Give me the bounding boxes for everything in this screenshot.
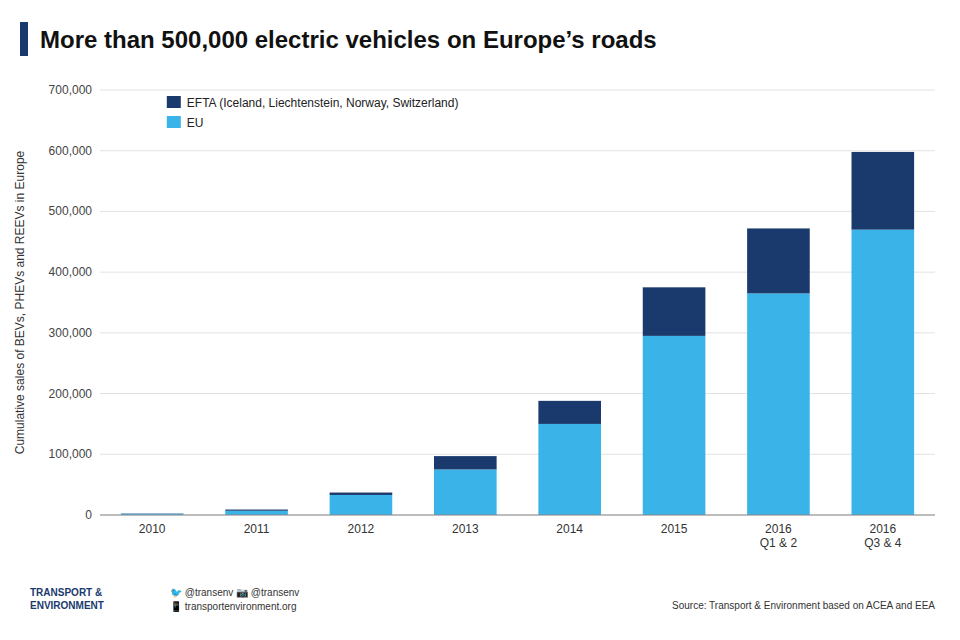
- x-tick-label: 2016Q1 & 2: [760, 522, 798, 550]
- y-tick-label: 300,000: [49, 326, 93, 340]
- annotation: 🐦 @transenv 📷 @transenv📱 transportenviro…: [170, 587, 299, 613]
- x-tick-label: 2013: [452, 522, 479, 536]
- bar: [434, 469, 497, 515]
- bar: [121, 513, 184, 514]
- bar: [852, 152, 915, 230]
- bar: [225, 510, 288, 511]
- y-tick-label: 0: [85, 508, 92, 522]
- bar: [643, 336, 706, 515]
- y-axis: 0 100,000 200,000 300,000 400,000 500,000 600,…: [49, 83, 935, 522]
- x-tick-label: 2011: [244, 522, 270, 536]
- y-tick-label: 500,000: [49, 204, 93, 218]
- x-tick-label: 2014: [556, 522, 583, 536]
- legend-swatch: [167, 116, 181, 128]
- bar: [434, 456, 497, 469]
- x-axis-line: [100, 515, 935, 516]
- background: [0, 0, 960, 640]
- bar: [852, 230, 915, 515]
- bars: [121, 152, 914, 515]
- y-tick-label: 700,000: [49, 83, 93, 97]
- bar: [538, 401, 601, 424]
- annotation: Source: Transport & Environment based on…: [672, 600, 935, 611]
- y-tick-label: 600,000: [49, 144, 93, 158]
- annotation: TRANSPORT &ENVIRONMENT: [30, 587, 104, 611]
- legend-swatch: [167, 96, 181, 108]
- grid-line: [100, 515, 935, 516]
- legend-entry: EU: [187, 116, 204, 130]
- legend: EFTA (Iceland, Liechtenstein, Norway, Sw…: [167, 96, 459, 130]
- bar: [330, 495, 393, 515]
- legend-entry: EFTA (Iceland, Liechtenstein, Norway, Sw…: [187, 96, 459, 110]
- bar: [538, 424, 601, 515]
- bar: [643, 287, 706, 336]
- y-axis-label: Cumulative sales of BEVs, PHEVs and REEV…: [13, 150, 27, 454]
- bar: [225, 511, 288, 515]
- bar: [330, 493, 393, 495]
- y-tick-label: 100,000: [49, 447, 93, 461]
- y-tick-label: 200,000: [49, 387, 93, 401]
- x-tick-label: 2016Q3 & 4: [864, 522, 902, 550]
- chart: More than 500,000 electric vehicles on E…: [0, 0, 960, 640]
- bar: [747, 228, 810, 293]
- y-tick-label: 400,000: [49, 265, 93, 279]
- x-tick-label: 2015: [661, 522, 688, 536]
- x-tick-label: 2010: [139, 522, 166, 536]
- x-tick-label: 2012: [348, 522, 375, 536]
- grid-line: [100, 90, 935, 91]
- bar: [747, 293, 810, 515]
- title-accent: [20, 22, 28, 56]
- grid-line: [100, 211, 935, 212]
- title: More than 500,000 electric vehicles on E…: [40, 26, 657, 53]
- grid-line: [100, 150, 935, 151]
